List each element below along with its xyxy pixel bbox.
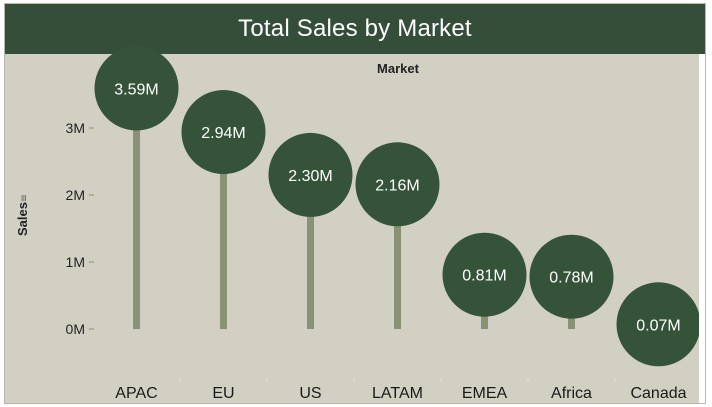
marker-circle bbox=[529, 234, 614, 319]
y-axis: 0M 1M 2M 3M bbox=[66, 120, 94, 337]
scroll-edge bbox=[699, 54, 705, 403]
y-tick-label: 2M bbox=[66, 187, 85, 203]
column-header: Market bbox=[377, 61, 420, 76]
x-tick-label: US bbox=[299, 385, 321, 402]
data-label: 2.30M bbox=[288, 168, 332, 185]
stem bbox=[307, 174, 314, 329]
markers: 3.59M 2.94M 2.30M 2.16M 0.81M 0.78M 0.07M bbox=[94, 46, 701, 367]
x-tick-label: EMEA bbox=[462, 385, 508, 402]
data-label: 0.78M bbox=[549, 270, 593, 287]
stem bbox=[394, 184, 401, 329]
chart-title: Total Sales by Market bbox=[5, 4, 705, 54]
x-tick-label: Africa bbox=[551, 385, 592, 402]
marker-circle bbox=[94, 46, 179, 131]
data-label: 2.94M bbox=[201, 125, 245, 142]
sort-icon: ≡ bbox=[19, 194, 30, 202]
stem bbox=[133, 88, 140, 329]
marker-circle bbox=[442, 232, 527, 317]
stem bbox=[220, 132, 227, 329]
x-tick-label: EU bbox=[212, 385, 234, 402]
marker-circle bbox=[268, 132, 353, 217]
marker-circle bbox=[355, 142, 440, 227]
y-axis-label: Sales bbox=[15, 202, 30, 236]
marker-circle bbox=[616, 282, 701, 367]
lollipop-chart: Market Sales ≡ 0M 1M 2M 3M 3.59M 2.94M 2.30M 2… bbox=[15, 46, 701, 402]
chart-frame: Total Sales by Market Market Sales ≡ 0M 1… bbox=[4, 3, 706, 404]
x-axis: APAC EU US LATAM EMEA Africa Canada bbox=[115, 379, 687, 402]
marker-circle bbox=[181, 90, 266, 175]
x-tick-label: Canada bbox=[630, 385, 686, 402]
y-tick-label: 0M bbox=[66, 321, 85, 337]
x-tick-label: LATAM bbox=[372, 385, 423, 402]
data-label: 0.07M bbox=[636, 317, 680, 334]
data-label: 2.16M bbox=[375, 177, 419, 194]
y-tick-label: 3M bbox=[66, 120, 85, 136]
x-tick-label: APAC bbox=[115, 385, 157, 402]
data-label: 3.59M bbox=[114, 81, 158, 98]
y-tick-label: 1M bbox=[66, 254, 85, 270]
data-label: 0.81M bbox=[462, 268, 506, 285]
